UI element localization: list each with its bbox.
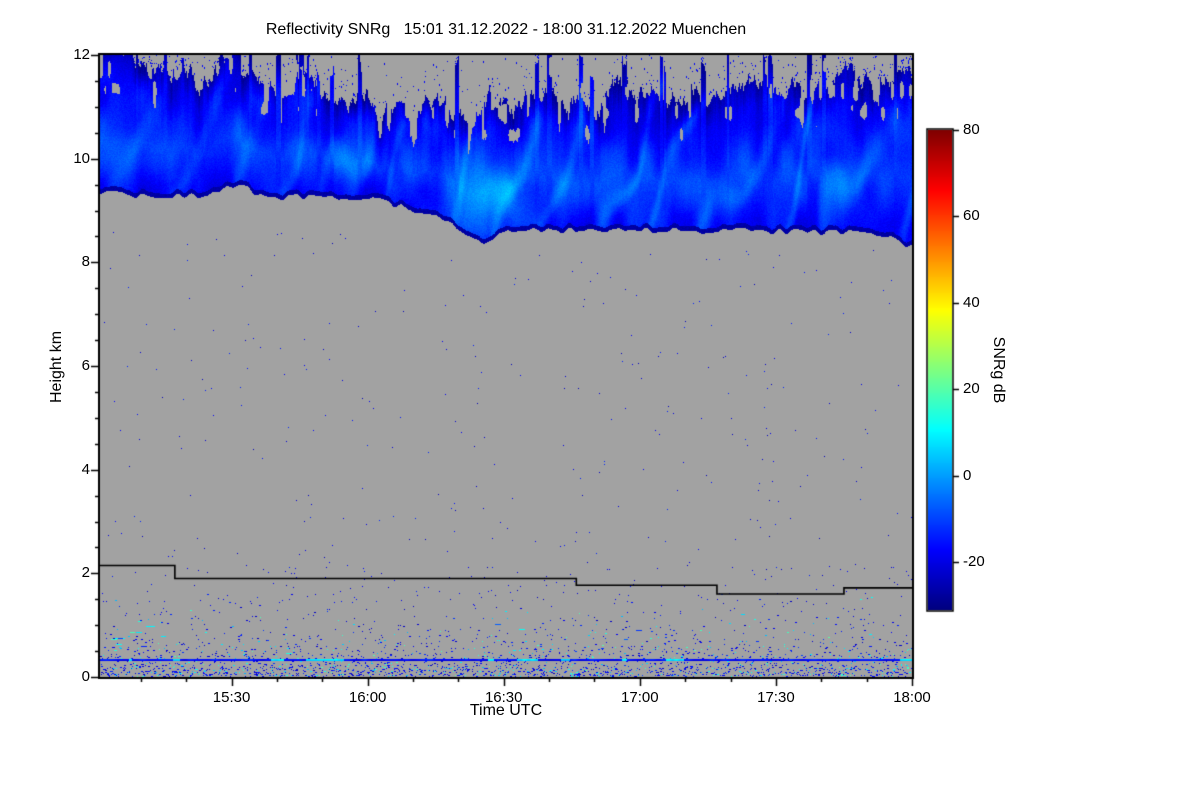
y-axis-label: Height km bbox=[48, 330, 65, 404]
chart-title: Reflectivity SNRg 15:01 31.12.2022 - 18:… bbox=[265, 21, 747, 38]
x-axis-label: Time UTC bbox=[469, 702, 543, 719]
colorbar-label: SNRg dB bbox=[990, 336, 1007, 404]
